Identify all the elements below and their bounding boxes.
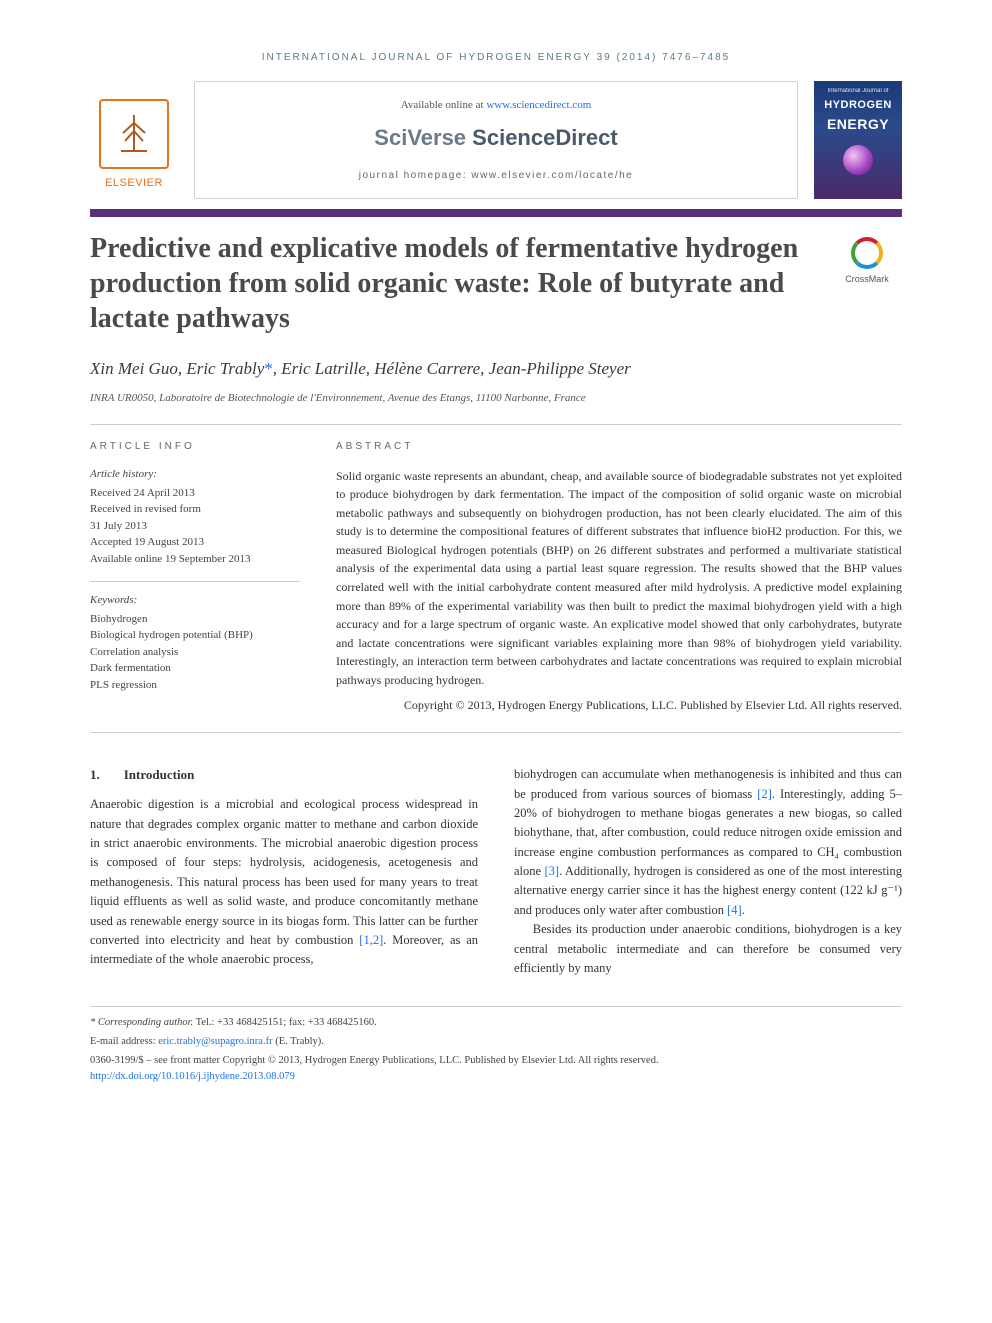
running-head: INTERNATIONAL JOURNAL OF HYDROGEN ENERGY… — [90, 50, 902, 65]
elsevier-label: ELSEVIER — [105, 175, 163, 192]
history-head: Article history: — [90, 466, 300, 483]
intro-text: Anaerobic digestion is a microbial and e… — [90, 797, 478, 947]
corresponding-author: * Corresponding author. Tel.: +33 468425… — [90, 1015, 902, 1031]
history-revised-l1: Received in revised form — [90, 501, 300, 518]
divider-2 — [90, 732, 902, 733]
section-label: Introduction — [124, 765, 195, 785]
keyword: Biological hydrogen potential (BHP) — [90, 627, 300, 644]
history-online: Available online 19 September 2013 — [90, 551, 300, 568]
email-link[interactable]: eric.trably@supagro.inra.fr — [158, 1036, 272, 1047]
center-head: Available online at www.sciencedirect.co… — [194, 81, 798, 199]
reference-link[interactable]: [4] — [727, 903, 742, 917]
section-number: 1. — [90, 765, 100, 785]
article-info-heading: ARTICLE INFO — [90, 439, 300, 454]
homepage-line: journal homepage: www.elsevier.com/locat… — [359, 168, 633, 183]
intro-paragraph: Anaerobic digestion is a microbial and e… — [90, 795, 478, 969]
keywords-head: Keywords: — [90, 592, 300, 609]
intro-text: . Additionally, hydrogen is considered a… — [514, 864, 902, 917]
header-block: ELSEVIER Available online at www.science… — [90, 81, 902, 199]
issn-line: 0360-3199/$ – see front matter Copyright… — [90, 1053, 902, 1069]
homepage-prefix: journal homepage: — [359, 170, 472, 181]
homepage-url: www.elsevier.com/locate/he — [471, 170, 633, 181]
divider-1 — [90, 424, 902, 425]
history-revised-l2: 31 July 2013 — [90, 518, 300, 535]
info-abstract-row: ARTICLE INFO Article history: Received 2… — [90, 439, 902, 714]
email-label: E-mail address: — [90, 1036, 158, 1047]
page: INTERNATIONAL JOURNAL OF HYDROGEN ENERGY… — [0, 0, 992, 1124]
crossmark-badge[interactable]: CrossMark — [832, 231, 902, 287]
reference-link[interactable]: [3] — [544, 864, 559, 878]
abstract-column: ABSTRACT Solid organic waste represents … — [336, 439, 902, 714]
keyword: Dark fermentation — [90, 660, 300, 677]
keyword: Biohydrogen — [90, 611, 300, 628]
available-prefix: Available online at — [401, 99, 487, 111]
crossmark-label: CrossMark — [845, 273, 889, 287]
intro-paragraph-2: Besides its production under anaerobic c… — [514, 920, 902, 978]
abstract-heading: ABSTRACT — [336, 439, 902, 455]
keyword: PLS regression — [90, 677, 300, 694]
cover-line1: International Journal of — [827, 87, 888, 96]
sciverse-word2: ScienceDirect — [472, 125, 618, 150]
elsevier-tree-icon — [99, 99, 169, 169]
reference-link[interactable]: [2] — [757, 787, 772, 801]
intro-paragraph: biohydrogen can accumulate when methanog… — [514, 765, 902, 920]
email-line: E-mail address: eric.trably@supagro.inra… — [90, 1034, 902, 1050]
history-accepted: Accepted 19 August 2013 — [90, 534, 300, 551]
keyword: Correlation analysis — [90, 644, 300, 661]
title-row: Predictive and explicative models of fer… — [90, 231, 902, 336]
doi-link[interactable]: http://dx.doi.org/10.1016/j.ijhydene.201… — [90, 1071, 295, 1082]
email-tail: (E. Trably). — [273, 1036, 324, 1047]
crossmark-ring-icon — [851, 237, 883, 269]
authors-line: Xin Mei Guo, Eric Trably*, Eric Latrille… — [90, 356, 902, 382]
purple-divider-bar — [90, 209, 902, 217]
article-info-column: ARTICLE INFO Article history: Received 2… — [90, 439, 300, 714]
page-footer: * Corresponding author. Tel.: +33 468425… — [90, 1006, 902, 1084]
article-title: Predictive and explicative models of fer… — [90, 231, 816, 336]
cover-orb-icon — [843, 145, 873, 175]
section-heading: 1. Introduction — [90, 765, 478, 785]
intro-col-left: 1. Introduction Anaerobic digestion is a… — [90, 765, 478, 978]
sciencedirect-link[interactable]: www.sciencedirect.com — [486, 99, 591, 111]
corr-contact: Tel.: +33 468425151; fax: +33 468425160. — [193, 1017, 377, 1028]
cover-line3: ENERGY — [827, 114, 889, 135]
journal-cover[interactable]: International Journal of HYDROGEN ENERGY — [814, 81, 902, 199]
sciverse-word1: SciVerse — [374, 125, 472, 150]
abstract-text: Solid organic waste represents an abunda… — [336, 467, 902, 690]
sciverse-logo[interactable]: SciVerse ScienceDirect — [374, 121, 617, 154]
intro-columns: 1. Introduction Anaerobic digestion is a… — [90, 765, 902, 978]
reference-link[interactable]: [1,2] — [359, 933, 383, 947]
intro-col-right: biohydrogen can accumulate when methanog… — [514, 765, 902, 978]
info-divider — [90, 581, 300, 582]
history-received: Received 24 April 2013 — [90, 485, 300, 502]
cover-line2: HYDROGEN — [824, 97, 892, 114]
authors-text: Xin Mei Guo, Eric Trably*, Eric Latrille… — [90, 359, 631, 378]
corr-label: * Corresponding author. — [90, 1017, 193, 1028]
available-online: Available online at www.sciencedirect.co… — [401, 97, 592, 114]
elsevier-logo[interactable]: ELSEVIER — [90, 81, 178, 191]
affiliation: INRA UR0050, Laboratoire de Biotechnolog… — [90, 390, 902, 407]
intro-text: . — [742, 903, 745, 917]
abstract-copyright: Copyright © 2013, Hydrogen Energy Public… — [336, 696, 902, 715]
